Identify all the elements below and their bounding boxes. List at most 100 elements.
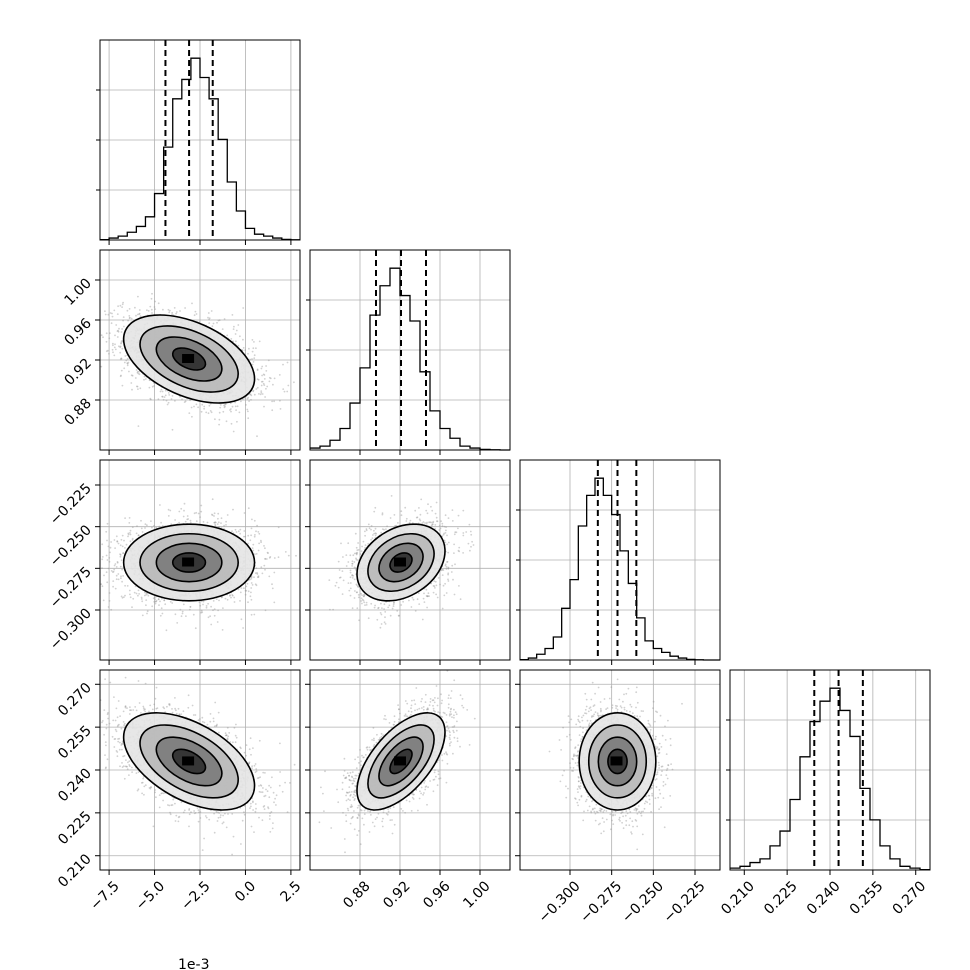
sample-point [257, 575, 260, 577]
sample-point [233, 601, 236, 603]
sample-point [108, 592, 111, 594]
sample-point [211, 513, 213, 516]
sample-point [243, 587, 245, 590]
sample-point [193, 405, 195, 408]
sample-point [114, 334, 116, 337]
sample-point [256, 386, 259, 389]
sample-point [234, 405, 237, 408]
sample-point [138, 309, 141, 311]
sample-point [251, 547, 254, 549]
sample-point [120, 331, 123, 333]
sample-point [247, 417, 250, 420]
sample-point [124, 547, 126, 549]
sample-point [103, 574, 105, 577]
sample-point [121, 306, 123, 308]
sample-point [128, 315, 131, 317]
sample-point [207, 316, 209, 319]
sample-point [244, 535, 247, 538]
sample-point [168, 394, 171, 396]
sample-point [244, 349, 247, 351]
sample-point [225, 403, 227, 405]
sample-point [240, 587, 243, 589]
sample-point [106, 581, 109, 584]
sample-point [223, 404, 225, 407]
sample-point [194, 627, 197, 630]
sample-point [124, 584, 126, 587]
contour-line [171, 347, 207, 371]
sample-point [183, 502, 186, 505]
histogram-step [310, 267, 510, 451]
sample-point [202, 521, 205, 523]
sample-point [181, 610, 184, 613]
sample-point [157, 598, 160, 601]
sample-point [122, 575, 124, 577]
sample-point [128, 517, 131, 519]
sample-point [223, 406, 226, 409]
sample-point [307, 351, 309, 353]
sample-point [160, 388, 163, 391]
sample-point [230, 410, 232, 413]
sample-point [92, 555, 94, 557]
sample-point [220, 596, 223, 599]
sample-point [146, 610, 149, 613]
sample-point [262, 373, 265, 376]
sample-point [153, 524, 155, 527]
sample-point [164, 389, 167, 392]
sample-point [244, 589, 247, 592]
sample-point [112, 570, 115, 573]
sample-point [253, 519, 256, 522]
contour-line [122, 314, 256, 404]
sample-point [120, 595, 123, 598]
sample-point [261, 393, 264, 395]
sample-point [136, 370, 139, 373]
sample-point [268, 380, 271, 383]
sample-point [88, 557, 90, 559]
sample-point [140, 596, 143, 599]
sample-point [251, 339, 254, 341]
sample-point [126, 309, 129, 312]
sample-point [149, 397, 152, 400]
contour-line [139, 325, 239, 393]
sample-point [137, 589, 140, 592]
sample-point [208, 322, 211, 324]
sample-point [201, 611, 204, 614]
sample-point [239, 335, 241, 338]
contour-line [155, 336, 223, 382]
sample-point [104, 313, 107, 316]
sample-point [127, 361, 130, 364]
sample-point [242, 627, 245, 629]
sample-point [217, 521, 220, 524]
y-tick-label: 1.00 [61, 276, 94, 309]
sample-point [138, 593, 141, 595]
x-tick-label: 0.240 [804, 878, 844, 918]
sample-point [107, 567, 110, 570]
sample-point [168, 311, 171, 314]
sample-point [214, 418, 216, 421]
sample-point [257, 549, 260, 552]
sample-point [218, 319, 221, 322]
sample-point [256, 435, 258, 438]
sample-point [139, 315, 142, 317]
sample-point [121, 568, 123, 571]
sample-point [222, 410, 225, 413]
sample-point [210, 310, 213, 312]
sample-point [175, 311, 178, 313]
sample-point [126, 362, 129, 365]
sample-point [120, 559, 123, 562]
sample-point [279, 408, 282, 410]
sample-point [110, 570, 113, 572]
sample-point [235, 329, 238, 332]
sample-point [116, 540, 119, 543]
sample-point [260, 541, 262, 544]
sample-point [283, 390, 286, 393]
sample-point [218, 418, 221, 421]
sample-point [215, 598, 218, 600]
sample-point [232, 508, 234, 511]
sample-point [154, 600, 157, 603]
sample-point [253, 357, 256, 360]
sample-point [263, 405, 265, 408]
sample-point [108, 600, 111, 602]
density-content [100, 292, 309, 438]
sample-point [213, 521, 216, 524]
sample-point [130, 317, 133, 320]
